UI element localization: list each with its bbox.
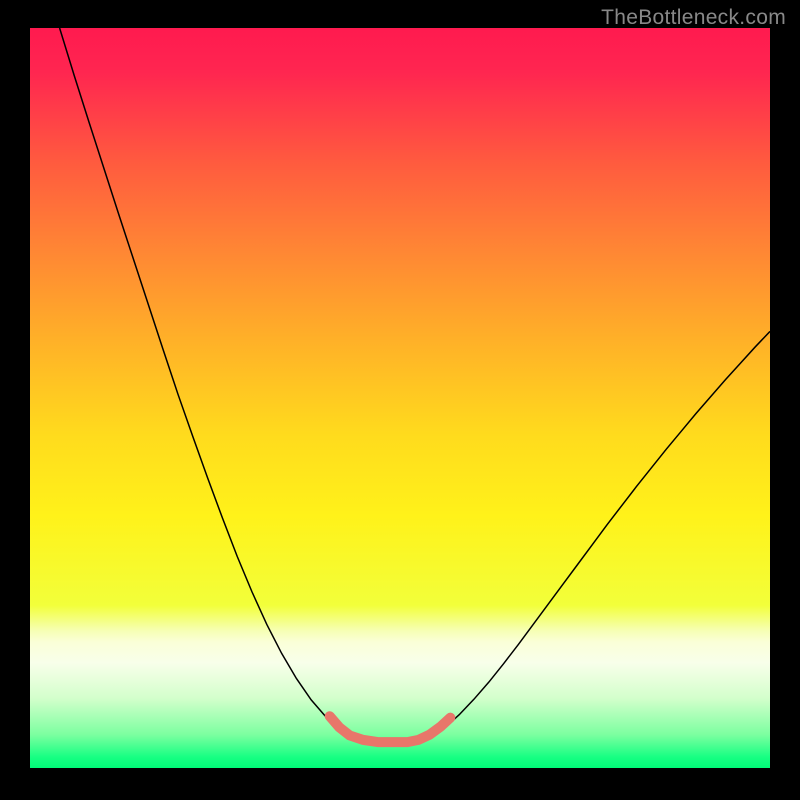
- chart-svg: [30, 28, 770, 768]
- bottleneck-chart: [30, 28, 770, 768]
- watermark-text: TheBottleneck.com: [601, 6, 786, 30]
- gradient-background: [30, 28, 770, 768]
